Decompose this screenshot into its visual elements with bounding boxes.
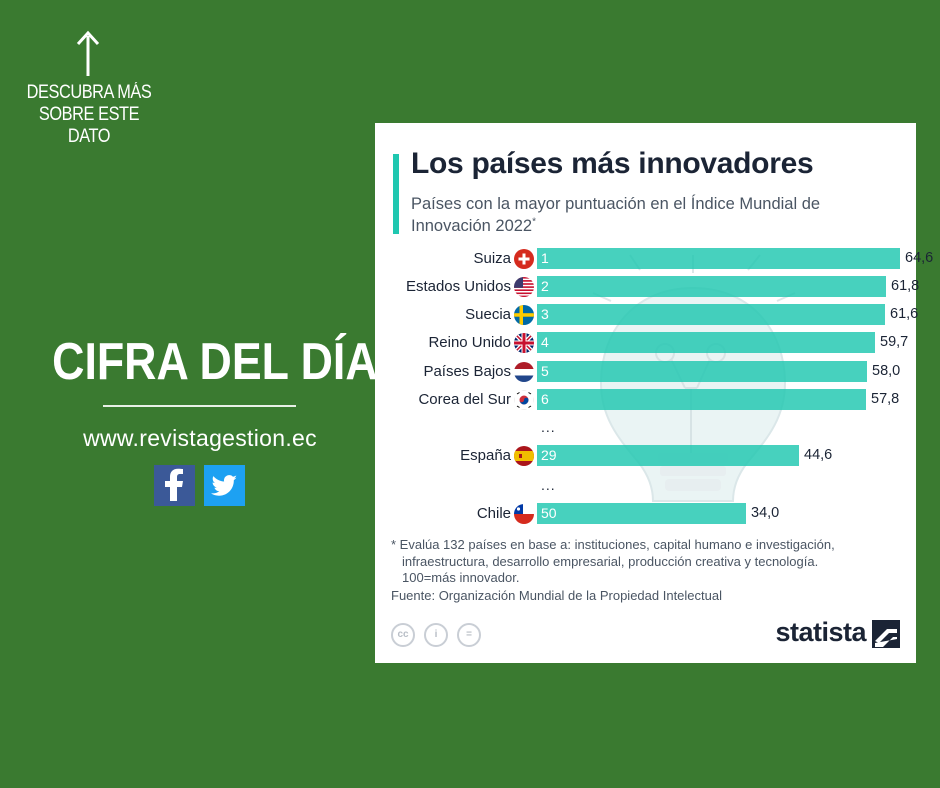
flag-us-icon bbox=[514, 277, 534, 297]
ellipsis: ... bbox=[541, 419, 556, 435]
bar-row: Suiza 1 64,6 bbox=[375, 248, 933, 270]
promo-line: DESCUBRA MÁS bbox=[26, 82, 152, 103]
rank-label: 2 bbox=[541, 278, 549, 294]
footnote-line: infraestructura, desarrollo empresarial,… bbox=[402, 553, 819, 569]
chart-title: Los países más innovadores bbox=[411, 147, 814, 180]
headline: CIFRA DEL DÍA bbox=[52, 333, 378, 391]
bar bbox=[537, 276, 886, 297]
data-label: 58,0 bbox=[872, 363, 901, 379]
rank-label: 5 bbox=[541, 363, 549, 379]
promo-line: DATO bbox=[67, 126, 111, 147]
cc-license-icon[interactable]: cc bbox=[391, 623, 415, 647]
flag-gb-icon bbox=[514, 333, 534, 353]
flag-es-icon bbox=[514, 446, 534, 466]
bar-row: Estados Unidos 2 61,8 bbox=[375, 276, 920, 298]
data-label: 61,6 bbox=[890, 306, 919, 322]
ellipsis: ... bbox=[541, 477, 556, 493]
source-text: Fuente: Organización Mundial de la Propi… bbox=[391, 588, 722, 603]
statista-logo-icon bbox=[872, 620, 900, 648]
rank-label: 4 bbox=[541, 334, 549, 350]
divider bbox=[103, 405, 296, 407]
chart-subtitle: Países con la mayor puntuación en el Índ… bbox=[411, 193, 891, 237]
no-derivatives-icon[interactable]: = bbox=[457, 623, 481, 647]
category-label: Corea del Sur bbox=[418, 391, 511, 408]
category-label: Suiza bbox=[473, 250, 511, 267]
flag-nl-icon bbox=[514, 362, 534, 382]
facebook-icon[interactable] bbox=[154, 465, 195, 506]
attribution-icon[interactable]: i bbox=[424, 623, 448, 647]
category-label: Reino Unido bbox=[428, 334, 511, 351]
category-label: Chile bbox=[476, 505, 511, 522]
bar-row: Reino Unido 4 59,7 bbox=[375, 332, 916, 354]
data-label: 44,6 bbox=[804, 447, 833, 463]
footnote: * Evalúa 132 países en base a: instituci… bbox=[391, 537, 901, 587]
category-label: Estados Unidos bbox=[405, 278, 511, 295]
footnote-line: 100=más innovador. bbox=[402, 570, 520, 585]
rank-label: 29 bbox=[541, 447, 557, 463]
bar-row: Chile 50 34,0 bbox=[375, 503, 916, 525]
data-label: 57,8 bbox=[871, 391, 900, 407]
promo-text[interactable]: DESCUBRA MÁS SOBRE ESTE DATO bbox=[25, 82, 154, 148]
bar-row: España 29 44,6 bbox=[375, 445, 916, 467]
bar bbox=[537, 304, 885, 325]
subtitle-marker: * bbox=[532, 216, 537, 228]
subtitle-text: Países con la mayor puntuación en el Índ… bbox=[411, 195, 821, 235]
bar bbox=[537, 503, 746, 524]
bar bbox=[537, 248, 900, 269]
bar-row: Suecia 3 61,6 bbox=[375, 304, 919, 326]
footnote-line: * Evalúa 132 países en base a: instituci… bbox=[391, 537, 835, 552]
website-link[interactable]: www.revistagestion.ec bbox=[83, 425, 317, 451]
bar bbox=[537, 361, 867, 382]
data-label: 61,8 bbox=[891, 278, 920, 294]
title-accent bbox=[393, 154, 399, 234]
flag-kr-icon bbox=[514, 390, 534, 410]
bar bbox=[537, 389, 866, 410]
category-label: Suecia bbox=[465, 306, 511, 323]
data-label: 34,0 bbox=[751, 505, 780, 521]
rank-label: 50 bbox=[541, 505, 557, 521]
category-label: España bbox=[460, 447, 511, 464]
rank-label: 6 bbox=[541, 391, 549, 407]
bar-row: Corea del Sur 6 57,8 bbox=[375, 389, 916, 411]
rank-label: 1 bbox=[541, 250, 549, 266]
flag-se-icon bbox=[514, 305, 534, 325]
arrow-up-icon bbox=[70, 30, 106, 78]
statista-brand[interactable]: statista bbox=[775, 617, 866, 647]
category-label: Países Bajos bbox=[423, 363, 511, 380]
rank-label: 3 bbox=[541, 306, 549, 322]
chart-card: Los países más innovadores Países con la… bbox=[375, 123, 933, 663]
bar-row: Países Bajos 5 58,0 bbox=[375, 361, 916, 383]
bar bbox=[537, 445, 799, 466]
flag-ch-icon bbox=[514, 249, 534, 269]
flag-cl-icon bbox=[514, 504, 534, 524]
bar bbox=[537, 332, 875, 353]
twitter-icon[interactable] bbox=[204, 465, 245, 506]
data-label: 64,6 bbox=[905, 250, 934, 266]
promo-line: SOBRE ESTE bbox=[38, 104, 140, 125]
data-label: 59,7 bbox=[880, 334, 909, 350]
